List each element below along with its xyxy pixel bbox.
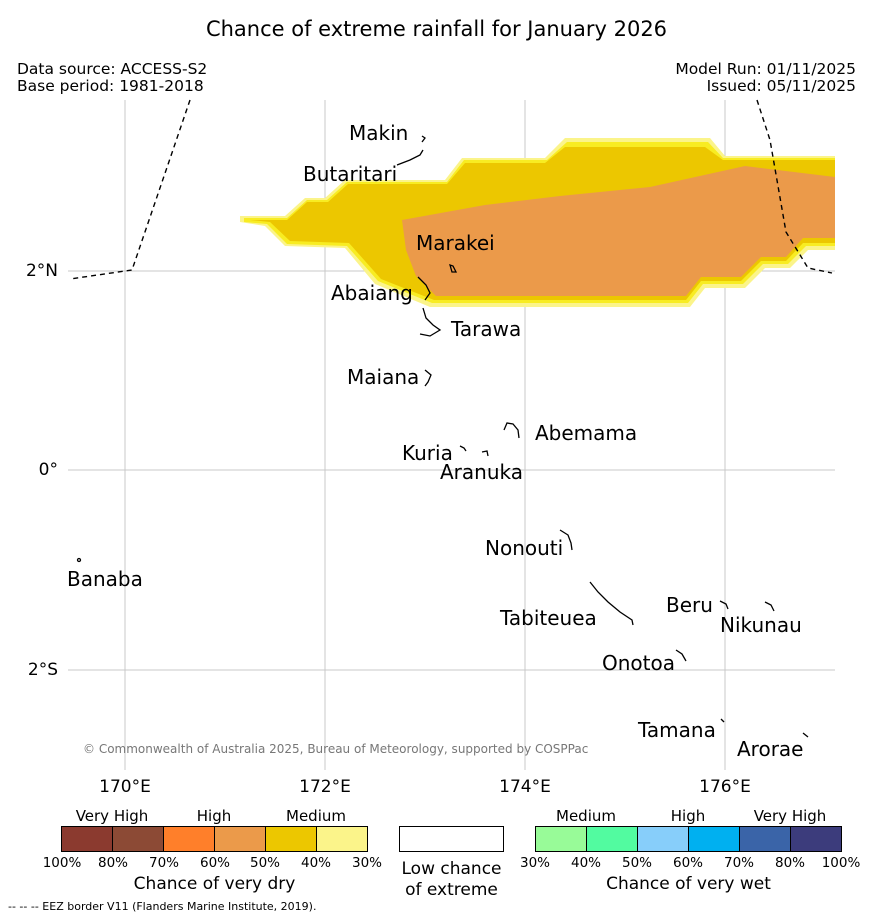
dry-tick-30: 30%	[351, 855, 382, 871]
low-chance-swatch	[399, 826, 504, 852]
dry-tick-50: 50%	[249, 855, 280, 871]
eez-borders	[69, 99, 833, 280]
eez-border-note: -- -- -- EEZ border V11 (Flanders Marine…	[8, 900, 317, 913]
makin-outline	[421, 135, 426, 143]
abaiang-outline	[417, 276, 431, 301]
nonouti-outline	[559, 529, 573, 551]
lon-label-176e: 176°E	[699, 777, 751, 797]
arorae-outline	[802, 732, 809, 738]
copyright-credit: © Commonwealth of Australia 2025, Bureau…	[83, 742, 589, 756]
island-label-banaba: Banaba	[67, 567, 143, 591]
maiana-outline	[424, 369, 432, 387]
wet-colorbar	[535, 826, 842, 852]
lon-label-174e: 174°E	[499, 777, 551, 797]
model-run: Model Run: 01/11/2025	[675, 60, 856, 78]
dry-colorbar	[61, 826, 368, 852]
island-label-marakei: Marakei	[416, 231, 495, 255]
island-label-butaritari: Butaritari	[303, 162, 398, 186]
lat-label-2n: 2°N	[25, 261, 58, 281]
dry-category-high: High	[196, 807, 232, 825]
dry-category-very-high: Very High	[75, 807, 149, 825]
eez-border-west	[69, 99, 191, 280]
wet-swatch-1	[536, 827, 587, 851]
island-label-nikunau: Nikunau	[720, 613, 802, 637]
wet-category-high: High	[670, 807, 706, 825]
island-label-aranuka: Aranuka	[440, 460, 523, 484]
island-label-arorae: Arorae	[737, 737, 804, 761]
kuria-outline	[459, 445, 467, 452]
wet-category-very-high: Very High	[753, 807, 827, 825]
wet-swatch-5	[740, 827, 791, 851]
dry-legend-label: Chance of very dry	[133, 874, 296, 894]
island-label-onotoa: Onotoa	[602, 651, 675, 675]
banaba-outline	[76, 557, 82, 563]
tabiteuea-outline	[589, 581, 634, 626]
beru-outline	[719, 600, 729, 610]
tarawa-outline	[419, 307, 442, 337]
lat-label-2s: 2°S	[27, 660, 58, 680]
wet-tick-60: 60%	[672, 855, 703, 871]
chart-title: Chance of extreme rainfall for January 2…	[205, 17, 668, 41]
dry-swatch-2	[113, 827, 164, 851]
marakei-outline	[449, 263, 458, 273]
nikunau-outline	[764, 601, 775, 612]
wet-legend-label: Chance of very wet	[606, 874, 771, 894]
dry-swatch-4	[215, 827, 266, 851]
wet-tick-70: 70%	[723, 855, 754, 871]
island-label-tarawa: Tarawa	[451, 317, 522, 341]
dry-tick-60: 60%	[199, 855, 230, 871]
dry-tick-100: 100%	[42, 855, 82, 871]
island-label-tabiteuea: Tabiteuea	[500, 606, 597, 630]
lon-label-170e: 170°E	[99, 777, 151, 797]
eez-border-east	[756, 99, 833, 274]
lat-label-0: 0°	[38, 460, 58, 480]
onotoa-outline	[675, 649, 687, 662]
island-label-maiana: Maiana	[347, 365, 420, 389]
lon-label-172e: 172°E	[299, 777, 351, 797]
wet-category-medium: Medium	[556, 807, 616, 825]
dry-swatch-5	[266, 827, 317, 851]
issued-date: Issued: 05/11/2025	[706, 77, 856, 95]
dry-swatch-6	[317, 827, 367, 851]
wet-tick-100: 100%	[821, 855, 861, 871]
tamana-outline	[720, 718, 725, 723]
dry-tick-80: 80%	[97, 855, 128, 871]
base-period: Base period: 1981-2018	[17, 77, 204, 95]
island-label-makin: Makin	[349, 121, 409, 145]
island-label-nonouti: Nonouti	[485, 536, 564, 560]
butaritari-outline	[396, 149, 424, 166]
island-label-abemama: Abemama	[535, 421, 638, 445]
region-high	[402, 166, 835, 296]
dry-category-medium: Medium	[286, 807, 346, 825]
wet-swatch-3	[638, 827, 689, 851]
wet-tick-40: 40%	[570, 855, 601, 871]
abemama-outline	[503, 422, 520, 439]
dry-swatch-3	[164, 827, 215, 851]
wet-tick-50: 50%	[621, 855, 652, 871]
dry-swatch-1	[62, 827, 113, 851]
island-label-kuria: Kuria	[402, 441, 453, 465]
island-outlines	[76, 135, 809, 738]
aranuka-outline	[481, 450, 489, 457]
wet-swatch-4	[689, 827, 740, 851]
wet-swatch-6	[791, 827, 841, 851]
data-source: Data source: ACCESS-S2	[17, 60, 208, 78]
dry-tick-70: 70%	[148, 855, 179, 871]
island-label-beru: Beru	[666, 593, 713, 617]
wet-swatch-2	[587, 827, 638, 851]
island-label-abaiang: Abaiang	[331, 281, 413, 305]
dry-tick-40: 40%	[300, 855, 331, 871]
wet-tick-80: 80%	[774, 855, 805, 871]
wet-tick-30: 30%	[519, 855, 550, 871]
low-chance-label: Low chance of extreme	[401, 859, 502, 900]
island-label-tamana: Tamana	[638, 718, 716, 742]
